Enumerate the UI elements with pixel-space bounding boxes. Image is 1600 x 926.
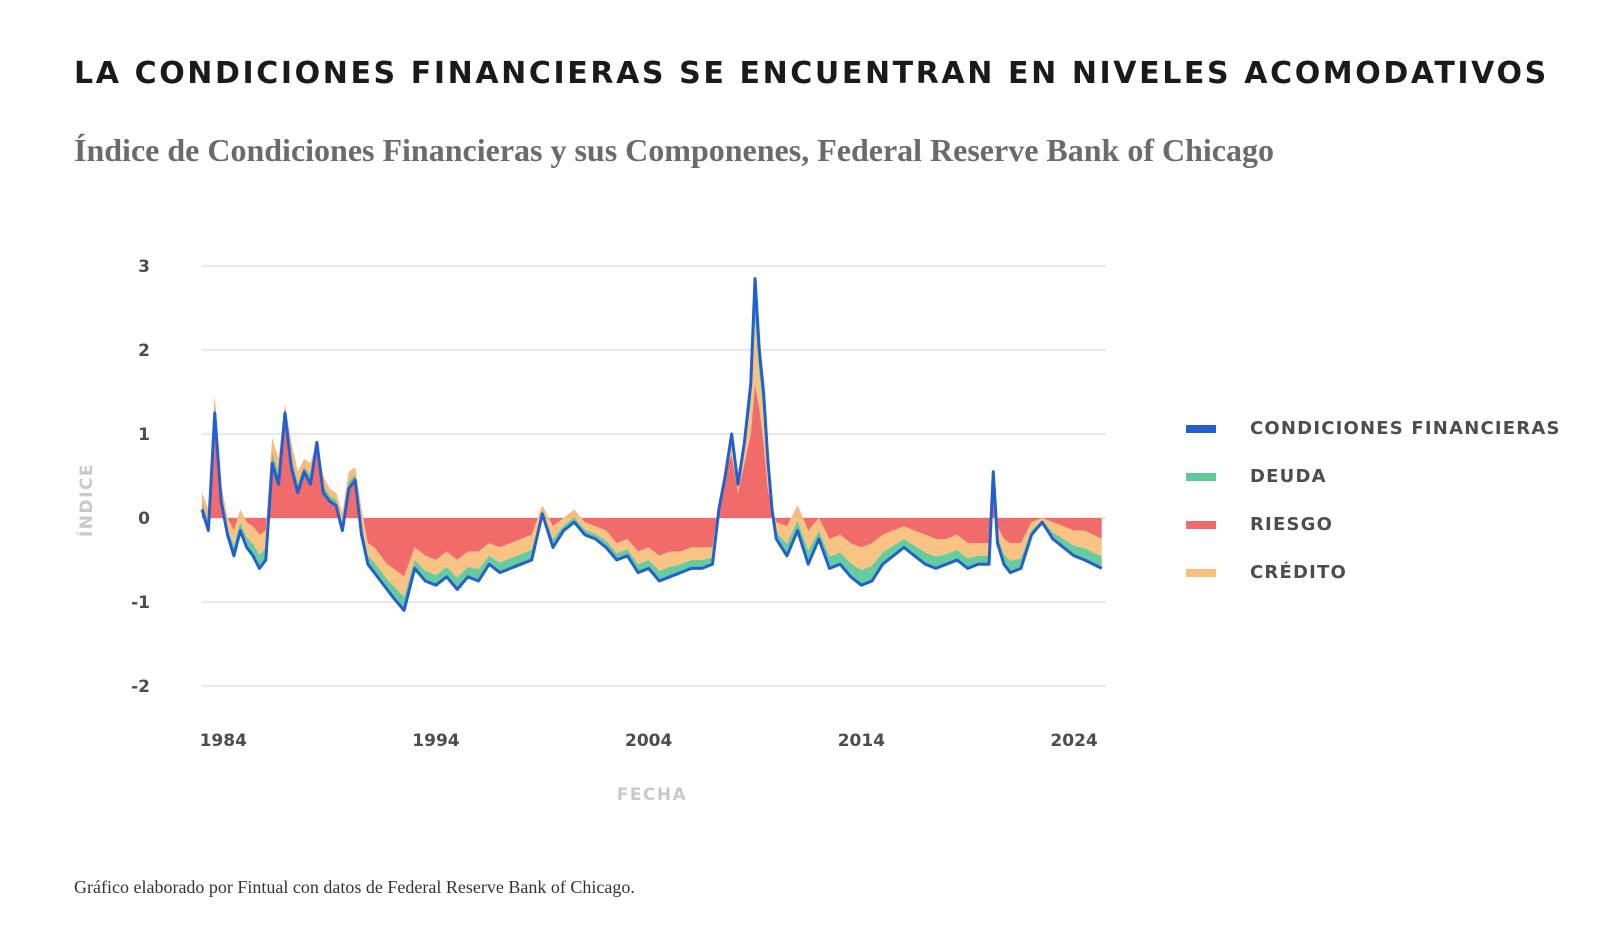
riesgo-area [202, 383, 1102, 577]
x-tick-label: 2024 [1050, 731, 1097, 751]
legend-swatch-deuda [1186, 473, 1216, 481]
y-axis-label: ÍNDICE [75, 463, 97, 537]
y-tick-label: -2 [131, 677, 150, 697]
legend-label-condiciones: CONDICIONES FINANCIERAS [1250, 418, 1561, 439]
credito-area [202, 320, 1102, 597]
legend-label-riesgo: RIESGO [1250, 514, 1334, 535]
x-axis-label: FECHA [617, 785, 688, 805]
x-axis-ticks: 1984 1994 2004 2014 2024 [200, 731, 1098, 751]
y-tick-label: 1 [138, 425, 150, 445]
legend-label-deuda: DEUDA [1250, 466, 1327, 487]
line-series [200, 277, 1103, 612]
area-series [202, 278, 1102, 611]
y-tick-label: 3 [138, 257, 150, 277]
x-tick-label: 1994 [412, 731, 459, 751]
chart-title: LA CONDICIONES FINANCIERAS SE ENCUENTRAN… [74, 56, 1549, 91]
y-tick-label: 0 [138, 509, 150, 529]
x-tick-label: 2014 [838, 731, 885, 751]
y-tick-label: -1 [131, 593, 150, 613]
condiciones-line [200, 277, 1103, 612]
x-tick-label: 1984 [200, 731, 247, 751]
chart-subtitle: Índice de Condiciones Financieras y sus … [74, 132, 1274, 168]
legend-label-credito: CRÉDITO [1250, 562, 1347, 583]
grid-lines [202, 265, 1106, 687]
x-tick-label: 2004 [625, 731, 672, 751]
y-tick-label: 2 [138, 341, 150, 361]
legend-swatch-condiciones [1186, 425, 1216, 433]
legend-swatch-riesgo [1186, 521, 1216, 529]
source-note: Gráfico elaborado por Fintual con datos … [74, 877, 635, 897]
legend-swatch-credito [1186, 569, 1216, 577]
y-axis-ticks: 3 2 1 0 -1 -2 [131, 257, 150, 697]
